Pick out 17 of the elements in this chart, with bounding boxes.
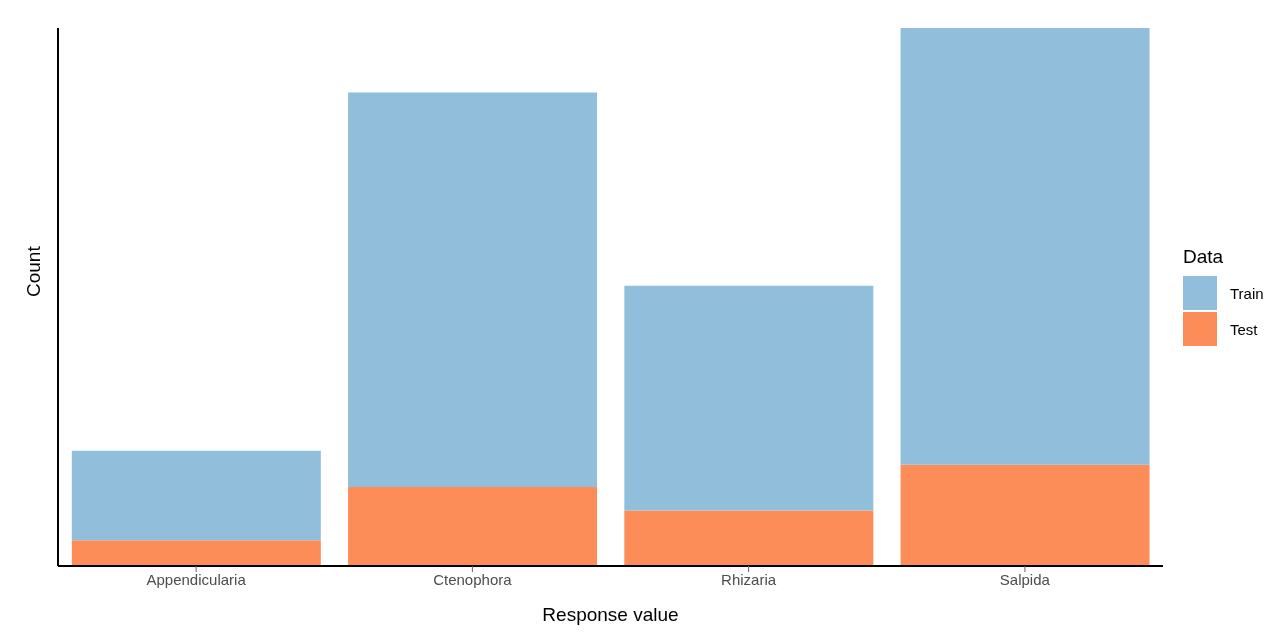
x-tick-label: Ctenophora <box>433 570 513 588</box>
bar <box>624 285 874 511</box>
bar <box>348 92 598 487</box>
bar <box>71 450 321 541</box>
bar <box>624 510 874 566</box>
x-tick-label: Appendicularia <box>146 570 247 588</box>
bar <box>71 540 321 566</box>
legend-label: Test <box>1230 320 1258 338</box>
x-tick-label: Rhizaria <box>721 570 777 588</box>
x-axis-title: Response value <box>542 604 679 625</box>
bar <box>900 28 1150 465</box>
legend-title: Data <box>1183 246 1225 268</box>
legend-label: Train <box>1230 284 1264 302</box>
bar <box>900 464 1150 566</box>
y-axis-title: Count <box>22 245 44 297</box>
bar <box>348 486 598 566</box>
x-tick-label: Salpida <box>999 570 1051 588</box>
